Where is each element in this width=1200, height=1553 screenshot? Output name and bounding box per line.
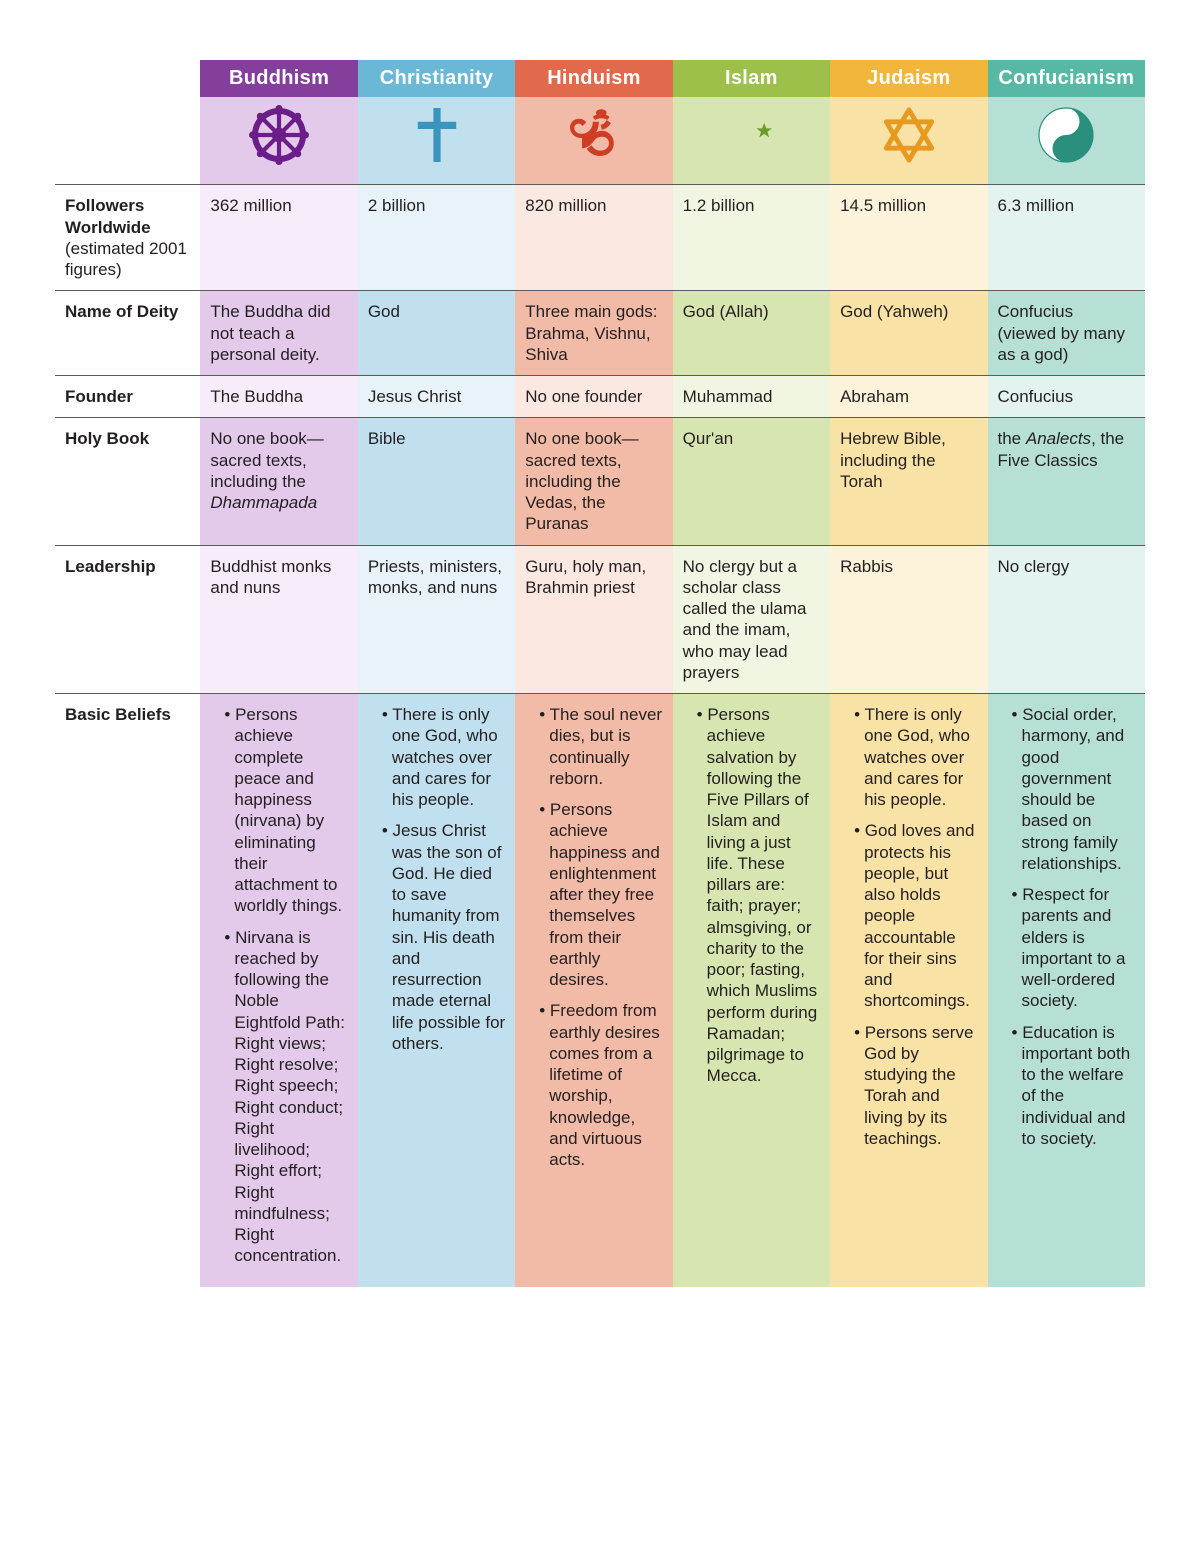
- cell-deity-buddhism: The Buddha did not teach a personal deit…: [200, 291, 357, 376]
- yin-yang-icon: [1036, 105, 1096, 165]
- cell-founder-confucianism: Confucius: [988, 376, 1146, 418]
- cell-followers-hinduism: 820 million: [515, 185, 672, 291]
- col-header-islam: Islam: [673, 60, 830, 97]
- belief-item: Respect for parents and elders is import…: [1012, 884, 1136, 1012]
- belief-item: Persons achieve happiness and enlightenm…: [539, 799, 662, 990]
- belief-item: Persons serve God by studying the Torah …: [854, 1022, 977, 1150]
- beliefs-list: Persons achieve complete peace and happi…: [210, 704, 347, 1267]
- row-label-main: Leadership: [65, 557, 156, 576]
- belief-item: There is only one God, who watches over …: [382, 704, 505, 810]
- cell-deity-hinduism: Three main gods: Brahma, Vishnu, Shiva: [515, 291, 672, 376]
- cell-followers-judaism: 14.5 million: [830, 185, 987, 291]
- row-label-holybook: Holy Book: [55, 418, 200, 545]
- cell-leadership-judaism: Rabbis: [830, 545, 987, 694]
- beliefs-list: There is only one God, who watches over …: [368, 704, 505, 1054]
- om-icon: [564, 105, 624, 165]
- cell-followers-christianity: 2 billion: [358, 185, 515, 291]
- row-label-main: Name of Deity: [65, 302, 178, 321]
- belief-item: Social order, harmony, and good governme…: [1012, 704, 1136, 874]
- belief-item: Persons achieve complete peace and happi…: [224, 704, 347, 917]
- cell-holybook-confucianism: the Analects, the Five Classics: [988, 418, 1146, 545]
- cell-followers-confucianism: 6.3 million: [988, 185, 1146, 291]
- row-label-leadership: Leadership: [55, 545, 200, 694]
- cell-founder-buddhism: The Buddha: [200, 376, 357, 418]
- cross-icon: [407, 105, 467, 165]
- row-label-sub: (estimated 2001 figures): [65, 238, 190, 281]
- dharma-wheel-icon: [249, 105, 309, 165]
- belief-item: Jesus Christ was the son of God. He died…: [382, 820, 505, 1054]
- table-header: BuddhismChristianityHinduismIslamJudaism…: [55, 60, 1145, 185]
- beliefs-list: Persons achieve salvation by following t…: [683, 704, 820, 1087]
- cell-deity-judaism: God (Yahweh): [830, 291, 987, 376]
- beliefs-list: The soul never dies, but is continually …: [525, 704, 662, 1170]
- cell-founder-judaism: Abraham: [830, 376, 987, 418]
- cell-leadership-buddhism: Buddhist monks and nuns: [200, 545, 357, 694]
- cell-leadership-hinduism: Guru, holy man, Brahmin priest: [515, 545, 672, 694]
- cell-beliefs-hinduism: The soul never dies, but is continually …: [515, 694, 672, 1287]
- cell-holybook-buddhism: No one book—sacred texts, including the …: [200, 418, 357, 545]
- col-header-buddhism: Buddhism: [200, 60, 357, 97]
- row-label-main: Basic Beliefs: [65, 705, 171, 724]
- col-header-christianity: Christianity: [358, 60, 515, 97]
- row-deity: Name of Deity The Buddha did not teach a …: [55, 291, 1145, 376]
- col-icon-judaism: [830, 97, 987, 185]
- cell-holybook-hinduism: No one book—sacred texts, including the …: [515, 418, 672, 545]
- row-beliefs: Basic Beliefs Persons achieve complete pe…: [55, 694, 1145, 1287]
- row-leadership: Leadership Buddhist monks and nunsPriests…: [55, 545, 1145, 694]
- cell-holybook-christianity: Bible: [358, 418, 515, 545]
- col-icon-confucianism: [988, 97, 1146, 185]
- belief-item: Persons achieve salvation by following t…: [697, 704, 820, 1087]
- star-crescent-icon: [721, 105, 781, 165]
- cell-deity-confucianism: Confucius (viewed by many as a god): [988, 291, 1146, 376]
- belief-item: The soul never dies, but is continually …: [539, 704, 662, 789]
- cell-leadership-confucianism: No clergy: [988, 545, 1146, 694]
- cell-followers-islam: 1.2 billion: [673, 185, 830, 291]
- row-founder: Founder The BuddhaJesus ChristNo one foun…: [55, 376, 1145, 418]
- cell-beliefs-confucianism: Social order, harmony, and good governme…: [988, 694, 1146, 1287]
- col-icon-buddhism: [200, 97, 357, 185]
- col-header-hinduism: Hinduism: [515, 60, 672, 97]
- belief-item: There is only one God, who watches over …: [854, 704, 977, 810]
- col-header-judaism: Judaism: [830, 60, 987, 97]
- belief-item: Freedom from earthly desires comes from …: [539, 1000, 662, 1170]
- cell-beliefs-buddhism: Persons achieve complete peace and happi…: [200, 694, 357, 1287]
- row-followers: Followers Worldwide(estimated 2001 figur…: [55, 185, 1145, 291]
- religions-comparison-table: BuddhismChristianityHinduismIslamJudaism…: [55, 60, 1145, 1287]
- belief-item: Education is important both to the welfa…: [1012, 1022, 1136, 1150]
- table-body: Followers Worldwide(estimated 2001 figur…: [55, 185, 1145, 1287]
- row-holybook: Holy Book No one book—sacred texts, inclu…: [55, 418, 1145, 545]
- cell-deity-christianity: God: [358, 291, 515, 376]
- cell-leadership-christianity: Priests, ministers, monks, and nuns: [358, 545, 515, 694]
- star-of-david-icon: [879, 105, 939, 165]
- col-icon-christianity: [358, 97, 515, 185]
- col-icon-hinduism: [515, 97, 672, 185]
- beliefs-list: Social order, harmony, and good governme…: [998, 704, 1136, 1149]
- cell-holybook-judaism: Hebrew Bible, including the Torah: [830, 418, 987, 545]
- row-label-main: Holy Book: [65, 429, 149, 448]
- row-label-main: Founder: [65, 387, 133, 406]
- cell-deity-islam: God (Allah): [673, 291, 830, 376]
- col-header-confucianism: Confucianism: [988, 60, 1146, 97]
- cell-founder-islam: Muhammad: [673, 376, 830, 418]
- cell-leadership-islam: No clergy but a scholar class called the…: [673, 545, 830, 694]
- cell-holybook-islam: Qur'an: [673, 418, 830, 545]
- row-label-followers: Followers Worldwide(estimated 2001 figur…: [55, 185, 200, 291]
- beliefs-list: There is only one God, who watches over …: [840, 704, 977, 1149]
- cell-beliefs-islam: Persons achieve salvation by following t…: [673, 694, 830, 1287]
- cell-followers-buddhism: 362 million: [200, 185, 357, 291]
- cell-beliefs-christianity: There is only one God, who watches over …: [358, 694, 515, 1287]
- row-label-main: Followers Worldwide: [65, 196, 151, 236]
- cell-beliefs-judaism: There is only one God, who watches over …: [830, 694, 987, 1287]
- row-label-beliefs: Basic Beliefs: [55, 694, 200, 1287]
- row-label-deity: Name of Deity: [55, 291, 200, 376]
- cell-founder-hinduism: No one founder: [515, 376, 672, 418]
- row-label-founder: Founder: [55, 376, 200, 418]
- cell-founder-christianity: Jesus Christ: [358, 376, 515, 418]
- belief-item: Nirvana is reached by following the Nobl…: [224, 927, 347, 1267]
- belief-item: God loves and protects his people, but a…: [854, 820, 977, 1011]
- col-icon-islam: [673, 97, 830, 185]
